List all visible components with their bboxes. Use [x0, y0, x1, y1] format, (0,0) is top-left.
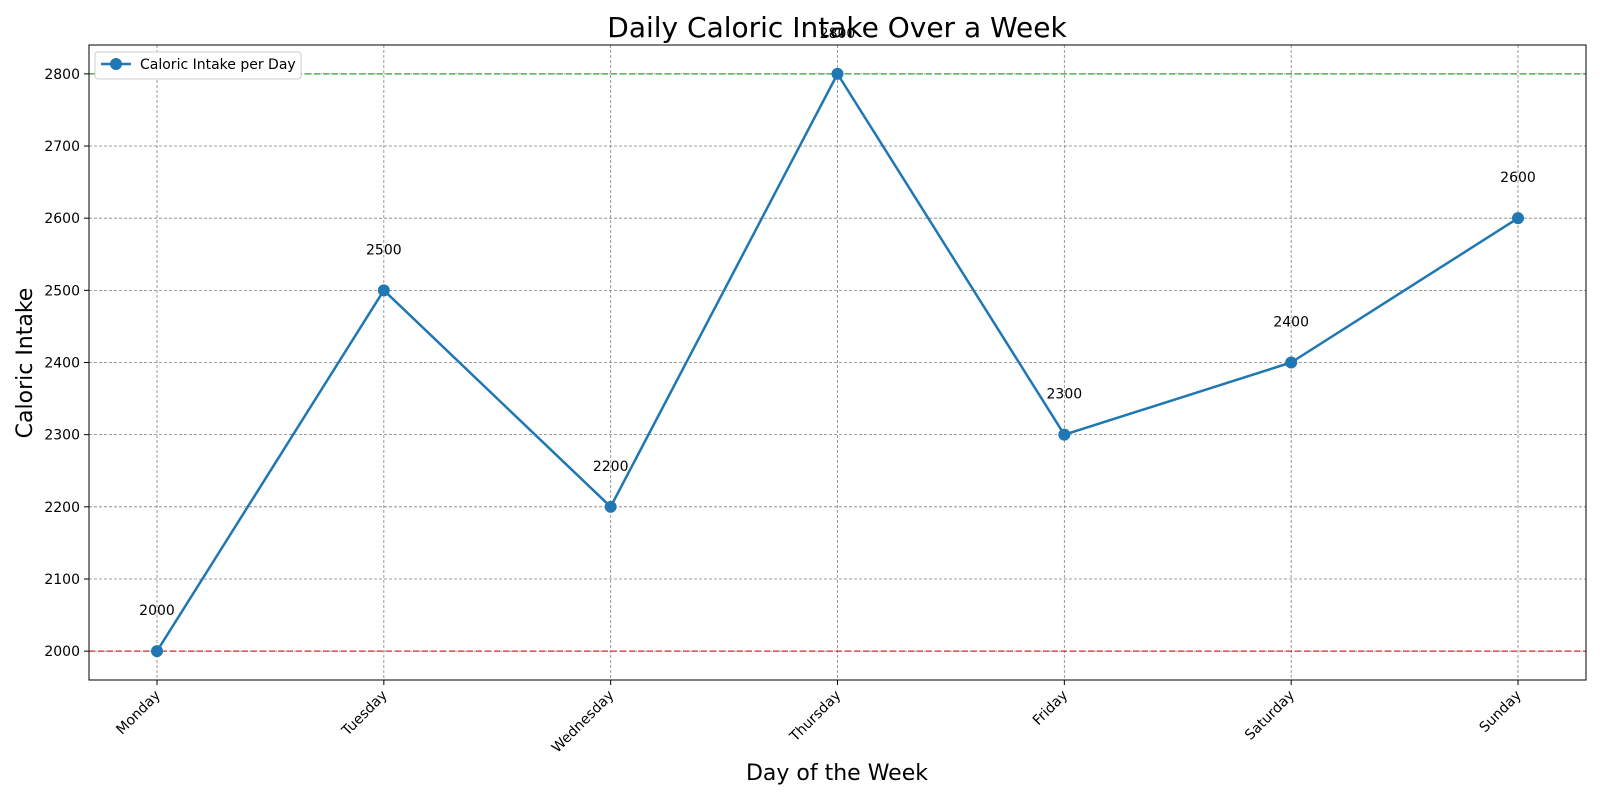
- y-tick-label: 2500: [44, 283, 80, 299]
- y-axis-label: Caloric Intake: [13, 288, 38, 439]
- data-point: [377, 284, 390, 297]
- data-label: 2800: [820, 26, 856, 42]
- data-point: [831, 67, 844, 80]
- chart-title: Daily Caloric Intake Over a Week: [607, 11, 1067, 44]
- data-point: [1285, 356, 1298, 369]
- data-label: 2300: [1047, 387, 1083, 403]
- y-tick-label: 2100: [44, 572, 80, 588]
- data-label: 2600: [1500, 170, 1536, 186]
- data-label: 2400: [1273, 315, 1309, 331]
- y-tick-label: 2200: [44, 500, 80, 516]
- data-point: [604, 500, 617, 513]
- x-tick-label: Saturday: [1242, 688, 1298, 744]
- x-tick-label: Wednesday: [549, 688, 618, 757]
- x-tick-label: Thursday: [786, 688, 844, 746]
- legend-box: [94, 51, 302, 80]
- legend-point-marker: [110, 58, 122, 70]
- y-tick-label: 2300: [44, 428, 80, 444]
- grid: [89, 45, 1586, 680]
- legend: Caloric Intake per Day: [94, 51, 302, 80]
- x-tick-label: Tuesday: [338, 688, 390, 740]
- y-tick-label: 2400: [44, 356, 80, 372]
- x-tick-label: Monday: [113, 688, 163, 738]
- data-point: [1058, 428, 1071, 441]
- legend-entry-label: Caloric Intake per Day: [140, 57, 296, 73]
- x-axis-ticks: Monday Tuesday Wednesday Thursday Friday Satu…: [113, 680, 1525, 757]
- data-label: 2500: [366, 242, 402, 258]
- series-layer: [151, 67, 1524, 658]
- data-labels: 2000 2500 2200 2800 2300 2400 2600: [139, 26, 1536, 619]
- y-tick-label: 2000: [44, 644, 80, 660]
- x-tick-label: Friday: [1030, 688, 1071, 729]
- x-axis-label: Day of the Week: [746, 761, 928, 786]
- y-tick-label: 2700: [44, 139, 80, 155]
- y-tick-label: 2600: [44, 211, 80, 227]
- y-axis-ticks: 2000 2100 2200 2300 2400 2500 2600 2700 2800: [44, 67, 89, 660]
- data-point: [1512, 212, 1524, 225]
- x-tick-label: Sunday: [1476, 688, 1524, 736]
- y-tick-label: 2800: [44, 67, 80, 83]
- data-point: [151, 645, 163, 658]
- data-label: 2200: [593, 459, 629, 475]
- data-label: 2000: [139, 603, 175, 619]
